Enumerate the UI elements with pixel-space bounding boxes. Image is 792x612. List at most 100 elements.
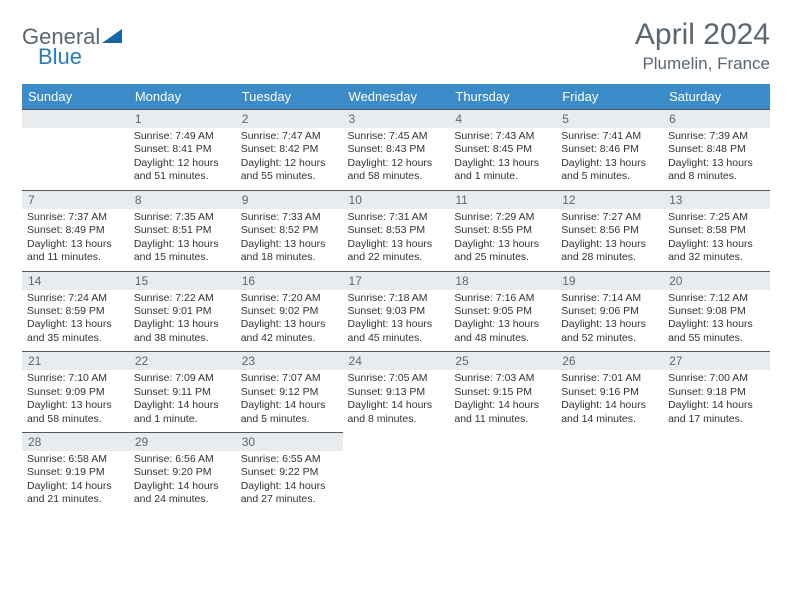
sunset-line: Sunset: 8:42 PM bbox=[241, 143, 338, 156]
daylight-line: Daylight: 13 hours and 48 minutes. bbox=[454, 318, 551, 345]
sunset-line: Sunset: 8:49 PM bbox=[27, 224, 124, 237]
day-details: Sunrise: 7:37 AMSunset: 8:49 PMDaylight:… bbox=[22, 209, 129, 271]
day-details: Sunrise: 7:01 AMSunset: 9:16 PMDaylight:… bbox=[556, 370, 663, 432]
sunrise-line: Sunrise: 7:47 AM bbox=[241, 130, 338, 143]
sunrise-line: Sunrise: 7:29 AM bbox=[454, 211, 551, 224]
calendar-cell: 9Sunrise: 7:33 AMSunset: 8:52 PMDaylight… bbox=[236, 190, 343, 271]
day-number: 16 bbox=[236, 272, 343, 290]
sunset-line: Sunset: 9:02 PM bbox=[241, 305, 338, 318]
sunrise-line: Sunrise: 7:37 AM bbox=[27, 211, 124, 224]
day-details: Sunrise: 7:29 AMSunset: 8:55 PMDaylight:… bbox=[449, 209, 556, 271]
daylight-line: Daylight: 13 hours and 35 minutes. bbox=[27, 318, 124, 345]
sunrise-line: Sunrise: 7:43 AM bbox=[454, 130, 551, 143]
day-number: 22 bbox=[129, 352, 236, 370]
calendar-cell: 2Sunrise: 7:47 AMSunset: 8:42 PMDaylight… bbox=[236, 110, 343, 191]
day-number: 15 bbox=[129, 272, 236, 290]
sunset-line: Sunset: 8:56 PM bbox=[561, 224, 658, 237]
calendar-row: 21Sunrise: 7:10 AMSunset: 9:09 PMDayligh… bbox=[22, 352, 770, 433]
daylight-line: Daylight: 13 hours and 32 minutes. bbox=[668, 238, 765, 265]
weekday-header: Friday bbox=[556, 84, 663, 110]
daylight-line: Daylight: 13 hours and 28 minutes. bbox=[561, 238, 658, 265]
sunset-line: Sunset: 8:45 PM bbox=[454, 143, 551, 156]
day-details: Sunrise: 6:55 AMSunset: 9:22 PMDaylight:… bbox=[236, 451, 343, 513]
calendar-cell: 13Sunrise: 7:25 AMSunset: 8:58 PMDayligh… bbox=[663, 190, 770, 271]
day-details: Sunrise: 7:41 AMSunset: 8:46 PMDaylight:… bbox=[556, 128, 663, 190]
day-number: 30 bbox=[236, 433, 343, 451]
daylight-line: Daylight: 14 hours and 17 minutes. bbox=[668, 399, 765, 426]
day-number: 18 bbox=[449, 272, 556, 290]
daylight-line: Daylight: 13 hours and 8 minutes. bbox=[668, 157, 765, 184]
daylight-line: Daylight: 12 hours and 51 minutes. bbox=[134, 157, 231, 184]
day-number: 17 bbox=[343, 272, 450, 290]
calendar-cell: 1 Sunrise: 7:49 AMSunset: 8:41 PMDaylight… bbox=[129, 110, 236, 191]
calendar-row: 7Sunrise: 7:37 AMSunset: 8:49 PMDaylight… bbox=[22, 190, 770, 271]
day-details: Sunrise: 7:16 AMSunset: 9:05 PMDaylight:… bbox=[449, 290, 556, 352]
sunset-line: Sunset: 9:19 PM bbox=[27, 466, 124, 479]
day-details: Sunrise: 7:20 AMSunset: 9:02 PMDaylight:… bbox=[236, 290, 343, 352]
day-number: 19 bbox=[556, 272, 663, 290]
calendar-cell: 15Sunrise: 7:22 AMSunset: 9:01 PMDayligh… bbox=[129, 271, 236, 352]
daylight-line: Daylight: 13 hours and 22 minutes. bbox=[348, 238, 445, 265]
sunrise-line: Sunrise: 7:09 AM bbox=[134, 372, 231, 385]
day-number: 28 bbox=[22, 433, 129, 451]
calendar-cell: 21Sunrise: 7:10 AMSunset: 9:09 PMDayligh… bbox=[22, 352, 129, 433]
weekday-header: Tuesday bbox=[236, 84, 343, 110]
day-number: 27 bbox=[663, 352, 770, 370]
day-details: Sunrise: 7:31 AMSunset: 8:53 PMDaylight:… bbox=[343, 209, 450, 271]
daylight-line: Daylight: 13 hours and 45 minutes. bbox=[348, 318, 445, 345]
calendar-cell bbox=[22, 110, 129, 191]
sunrise-line: Sunrise: 7:01 AM bbox=[561, 372, 658, 385]
sunset-line: Sunset: 9:11 PM bbox=[134, 386, 231, 399]
day-number: 3 bbox=[343, 110, 450, 128]
day-details: Sunrise: 7:47 AMSunset: 8:42 PMDaylight:… bbox=[236, 128, 343, 190]
day-number: 6 bbox=[663, 110, 770, 128]
calendar-cell bbox=[449, 433, 556, 513]
logo-triangle-icon bbox=[102, 29, 122, 45]
sunset-line: Sunset: 9:01 PM bbox=[134, 305, 231, 318]
calendar-row: 1Sunrise: 7:49 AMSunset: 8:41 PMDaylight… bbox=[22, 110, 770, 191]
calendar-row: 28Sunrise: 6:58 AMSunset: 9:19 PMDayligh… bbox=[22, 433, 770, 513]
daylight-line: Daylight: 13 hours and 58 minutes. bbox=[27, 399, 124, 426]
calendar-cell: 12Sunrise: 7:27 AMSunset: 8:56 PMDayligh… bbox=[556, 190, 663, 271]
day-details: Sunrise: 7:24 AMSunset: 8:59 PMDaylight:… bbox=[22, 290, 129, 352]
day-number: 1 bbox=[129, 110, 236, 128]
calendar-cell: 8Sunrise: 7:35 AMSunset: 8:51 PMDaylight… bbox=[129, 190, 236, 271]
sunset-line: Sunset: 8:53 PM bbox=[348, 224, 445, 237]
calendar-cell: 24Sunrise: 7:05 AMSunset: 9:13 PMDayligh… bbox=[343, 352, 450, 433]
sunset-line: Sunset: 9:22 PM bbox=[241, 466, 338, 479]
sunset-line: Sunset: 9:09 PM bbox=[27, 386, 124, 399]
sunset-line: Sunset: 8:41 PM bbox=[134, 143, 231, 156]
day-number-empty bbox=[22, 110, 129, 128]
day-details: Sunrise: 7:03 AMSunset: 9:15 PMDaylight:… bbox=[449, 370, 556, 432]
sunrise-line: Sunrise: 7:10 AM bbox=[27, 372, 124, 385]
sunrise-line: Sunrise: 6:56 AM bbox=[134, 453, 231, 466]
sunrise-line: Sunrise: 7:25 AM bbox=[668, 211, 765, 224]
calendar-cell bbox=[663, 433, 770, 513]
weekday-header: Sunday bbox=[22, 84, 129, 110]
sunrise-line: Sunrise: 7:31 AM bbox=[348, 211, 445, 224]
day-number: 7 bbox=[22, 191, 129, 209]
sunrise-line: Sunrise: 7:24 AM bbox=[27, 292, 124, 305]
day-number: 13 bbox=[663, 191, 770, 209]
calendar-head: SundayMondayTuesdayWednesdayThursdayFrid… bbox=[22, 84, 770, 110]
weekday-header: Monday bbox=[129, 84, 236, 110]
daylight-line: Daylight: 13 hours and 42 minutes. bbox=[241, 318, 338, 345]
day-number: 8 bbox=[129, 191, 236, 209]
day-details: Sunrise: 7:07 AMSunset: 9:12 PMDaylight:… bbox=[236, 370, 343, 432]
calendar-cell: 5Sunrise: 7:41 AMSunset: 8:46 PMDaylight… bbox=[556, 110, 663, 191]
month-year: April 2024 bbox=[635, 18, 770, 52]
calendar-cell: 19Sunrise: 7:14 AMSunset: 9:06 PMDayligh… bbox=[556, 271, 663, 352]
day-number: 11 bbox=[449, 191, 556, 209]
calendar-row: 14Sunrise: 7:24 AMSunset: 8:59 PMDayligh… bbox=[22, 271, 770, 352]
daylight-line: Daylight: 14 hours and 8 minutes. bbox=[348, 399, 445, 426]
sunrise-line: Sunrise: 7:33 AM bbox=[241, 211, 338, 224]
day-details: Sunrise: 7:12 AMSunset: 9:08 PMDaylight:… bbox=[663, 290, 770, 352]
sunset-line: Sunset: 8:46 PM bbox=[561, 143, 658, 156]
day-details: Sunrise: 6:56 AMSunset: 9:20 PMDaylight:… bbox=[129, 451, 236, 513]
weekday-header: Wednesday bbox=[343, 84, 450, 110]
sunrise-line: Sunrise: 7:49 AM bbox=[134, 130, 231, 143]
sunrise-line: Sunrise: 7:41 AM bbox=[561, 130, 658, 143]
sunrise-line: Sunrise: 6:58 AM bbox=[27, 453, 124, 466]
calendar-cell: 3Sunrise: 7:45 AMSunset: 8:43 PMDaylight… bbox=[343, 110, 450, 191]
sunset-line: Sunset: 9:13 PM bbox=[348, 386, 445, 399]
